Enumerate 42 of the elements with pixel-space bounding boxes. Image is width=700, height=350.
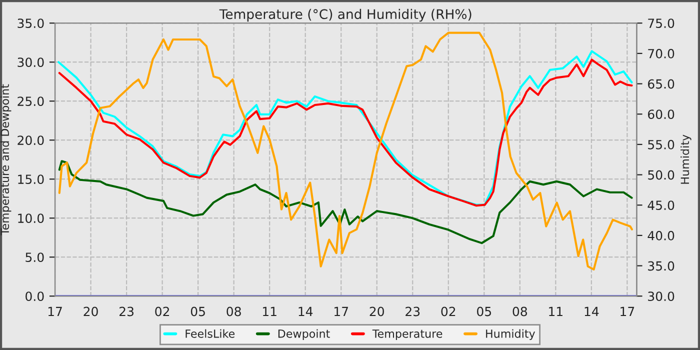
x-tick-label: 02	[441, 306, 456, 316]
y2-tick-label: 45.0	[648, 200, 674, 210]
y2-tick-label: 70.0	[648, 48, 674, 58]
x-tick-label: 11	[263, 306, 276, 316]
y-tick-label: 5.0	[26, 252, 44, 262]
chart-title: Temperature (°C) and Humidity (RH%)	[219, 8, 472, 22]
y2-tick-label: 35.0	[648, 261, 674, 271]
x-tick-label: 23	[406, 306, 420, 316]
x-tick-label: 17	[620, 306, 634, 316]
x-tick-label: 17	[48, 306, 62, 316]
y-tick-label: 15.0	[18, 174, 44, 184]
y-tick-label: 10.0	[18, 214, 44, 224]
y2-tick-label: 30.0	[648, 292, 674, 302]
y-tick-label: 30.0	[18, 58, 44, 68]
y2-tick-label: 60.0	[648, 110, 674, 120]
y2-tick-label: 65.0	[648, 79, 674, 89]
y2-tick-label: 75.0	[648, 18, 674, 28]
x-tick-label: 14	[584, 306, 599, 316]
x-tick-label: 08	[226, 306, 241, 316]
x-tick-label: 20	[84, 306, 98, 316]
x-tick-label: 02	[155, 306, 169, 316]
x-tick-label: 17	[334, 306, 348, 316]
y-tick-label: 20.0	[18, 136, 44, 146]
y-axis-title: Temperature and Dewpoint	[0, 84, 12, 236]
legend-label: Dewpoint	[278, 329, 330, 340]
x-tick-label: 23	[120, 306, 134, 316]
y-tick-label: 0.0	[26, 292, 44, 302]
y2-tick-label: 40.0	[648, 230, 674, 240]
y2-axis-title: Humidity	[680, 134, 692, 184]
x-tick-label: 05	[190, 306, 205, 316]
y-tick-label: 35.0	[18, 18, 44, 28]
y2-tick-label: 50.0	[648, 170, 674, 180]
legend-label: FeelsLike	[186, 329, 235, 338]
x-tick-label: 20	[370, 306, 384, 316]
x-tick-label: 14	[298, 306, 313, 316]
legend-label: Humidity	[486, 329, 536, 340]
x-tick-label: 08	[512, 306, 527, 316]
x-tick-label: 11	[549, 306, 562, 316]
legend-label: Temperature	[372, 330, 442, 340]
y2-tick-label: 55.0	[648, 140, 674, 150]
x-tick-label: 05	[477, 306, 492, 316]
y-tick-label: 25.0	[18, 96, 44, 106]
